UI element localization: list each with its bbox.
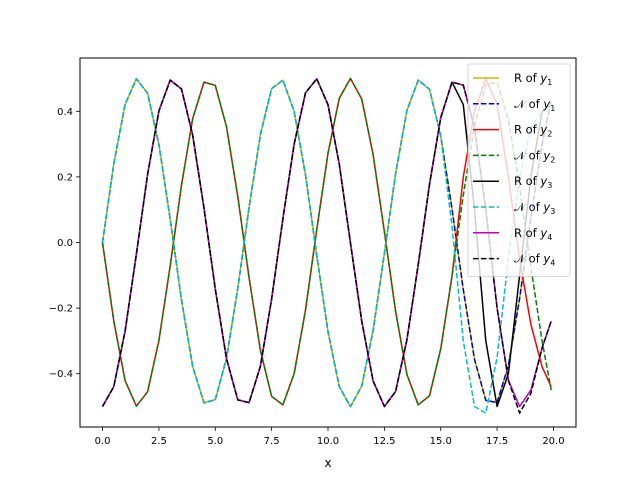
legend-label: 𝒩 of y1 bbox=[514, 97, 555, 113]
x-tick-label: 2.5 bbox=[151, 436, 167, 447]
y-tick-label: 0.0 bbox=[57, 238, 73, 249]
x-tick-label: 10.0 bbox=[317, 436, 339, 447]
legend-label: 𝒩 of y4 bbox=[514, 252, 555, 268]
legend-label: R of y4 bbox=[514, 226, 552, 242]
legend-label: R of y2 bbox=[514, 123, 552, 139]
x-tick-label: 15.0 bbox=[430, 436, 452, 447]
legend-box bbox=[467, 63, 571, 277]
y-tick-label: −0.2 bbox=[49, 304, 73, 315]
x-axis: 0.0 2.5 5.0 7.5 10.0 12.5 15.0 17.5 20.0 bbox=[95, 427, 565, 447]
x-tick-label: 5.0 bbox=[207, 436, 223, 447]
legend-label: 𝒩 of y3 bbox=[514, 200, 555, 216]
y-axis: −0.4 −0.2 0.0 0.2 0.4 bbox=[49, 107, 80, 380]
legend-label: R of y1 bbox=[514, 71, 552, 87]
series-line-4 bbox=[101, 77, 552, 407]
x-tick-label: 12.5 bbox=[373, 436, 395, 447]
y-tick-label: −0.4 bbox=[49, 369, 73, 380]
x-axis-label: x bbox=[324, 456, 331, 470]
x-tick-label: 20.0 bbox=[542, 436, 564, 447]
x-tick-label: 0.0 bbox=[95, 436, 111, 447]
series-line-6 bbox=[101, 78, 552, 414]
x-tick-label: 17.5 bbox=[486, 436, 508, 447]
legend-label: R of y3 bbox=[514, 174, 552, 190]
x-tick-label: 7.5 bbox=[264, 436, 280, 447]
legend-label: 𝒩 of y2 bbox=[514, 148, 555, 164]
y-tick-label: 0.2 bbox=[57, 172, 73, 183]
y-tick-label: 0.4 bbox=[57, 107, 73, 118]
legend: R of y1 𝒩 of y1 R of y2 𝒩 of y2 R of y3 𝒩 of … bbox=[467, 63, 571, 277]
